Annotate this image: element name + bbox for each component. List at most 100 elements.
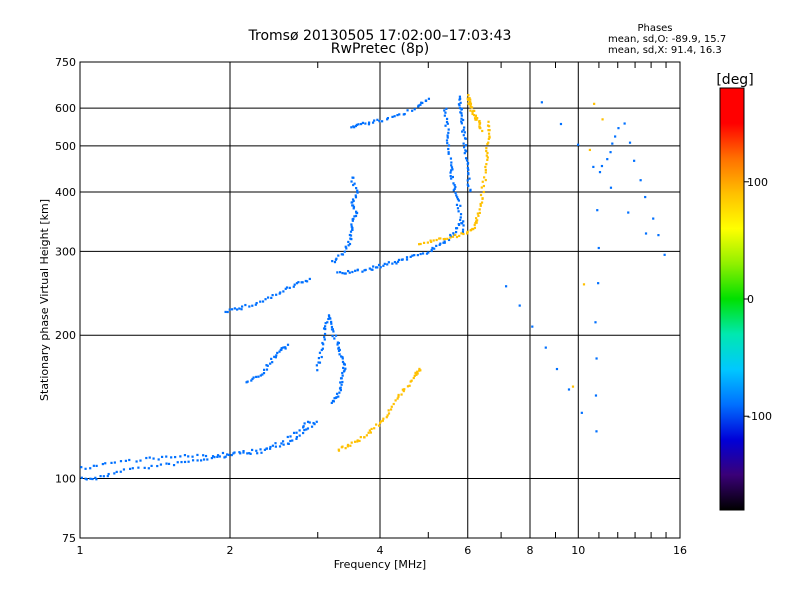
data-point xyxy=(386,414,389,417)
data-point xyxy=(446,136,449,139)
data-point xyxy=(337,448,340,451)
data-point xyxy=(352,207,355,210)
data-point xyxy=(85,478,88,481)
data-point xyxy=(469,100,472,104)
data-point xyxy=(355,210,358,213)
data-point xyxy=(418,367,421,371)
data-point xyxy=(336,343,339,346)
data-point xyxy=(236,308,239,311)
x-tick-label-4: 4 xyxy=(377,544,384,557)
data-point xyxy=(327,314,331,317)
data-point xyxy=(455,203,459,206)
data-point xyxy=(405,258,409,261)
data-point xyxy=(470,228,473,232)
data-point xyxy=(418,369,421,372)
data-point xyxy=(471,110,474,113)
data-point xyxy=(452,182,455,185)
data-point xyxy=(251,448,254,452)
data-point xyxy=(477,214,480,217)
data-point xyxy=(333,397,336,400)
data-point xyxy=(486,158,489,162)
data-point xyxy=(457,199,460,202)
data-point xyxy=(431,246,434,250)
data-point xyxy=(226,453,229,456)
data-point xyxy=(370,427,373,431)
data-point xyxy=(467,94,470,97)
data-point xyxy=(488,135,491,138)
data-point xyxy=(331,259,334,263)
data-point xyxy=(354,194,357,197)
data-point xyxy=(101,462,104,466)
data-point xyxy=(463,126,466,129)
data-point xyxy=(265,364,268,367)
data-point xyxy=(351,204,354,207)
data-point xyxy=(355,123,358,126)
data-point xyxy=(609,151,612,154)
data-point xyxy=(469,109,472,112)
data-point xyxy=(361,121,364,124)
data-point xyxy=(368,429,371,432)
colorbar-gradient xyxy=(719,87,745,511)
data-point xyxy=(295,437,298,440)
data-point xyxy=(302,425,305,428)
data-point xyxy=(278,445,282,448)
y-tick-label-600: 600 xyxy=(55,102,76,115)
data-point xyxy=(282,290,285,293)
data-point xyxy=(302,431,305,435)
data-point xyxy=(466,166,469,170)
data-point xyxy=(451,235,455,238)
data-point xyxy=(240,308,243,311)
data-point xyxy=(224,310,227,314)
data-point xyxy=(239,452,242,455)
data-point xyxy=(462,142,465,145)
data-point xyxy=(609,186,613,189)
data-point xyxy=(356,440,359,443)
data-point xyxy=(472,227,475,231)
data-point xyxy=(251,377,254,381)
phases-o-line: mean, sd,O: -89.9, 15.7 xyxy=(608,34,726,45)
data-point xyxy=(119,460,123,463)
data-point xyxy=(271,444,274,447)
data-point xyxy=(288,286,291,289)
data-point xyxy=(657,234,660,237)
data-point xyxy=(485,149,488,153)
data-point xyxy=(462,146,466,149)
data-point xyxy=(462,220,465,223)
data-point xyxy=(232,452,235,455)
data-point xyxy=(180,460,183,464)
data-point xyxy=(453,184,456,187)
colorbar-tick-label--100: -100 xyxy=(747,410,772,423)
data-point xyxy=(456,207,460,210)
data-point xyxy=(346,445,349,448)
data-point xyxy=(259,374,262,377)
data-point xyxy=(326,321,329,324)
data-point xyxy=(484,171,487,174)
data-point xyxy=(465,150,468,153)
data-point xyxy=(339,386,342,389)
data-point xyxy=(379,420,383,423)
data-point xyxy=(275,354,278,357)
data-point xyxy=(351,198,355,201)
data-point xyxy=(221,451,225,455)
data-point xyxy=(466,183,469,186)
data-point xyxy=(390,405,393,408)
x-axis-label: Frequency [MHz] xyxy=(334,558,426,571)
data-point xyxy=(467,98,470,102)
data-point xyxy=(318,361,322,364)
data-point xyxy=(475,217,478,220)
data-point xyxy=(286,343,290,346)
data-point xyxy=(456,198,460,201)
data-point xyxy=(238,451,241,454)
data-point xyxy=(457,210,460,213)
data-point xyxy=(260,451,263,454)
data-point xyxy=(302,426,305,429)
data-point xyxy=(360,122,363,126)
data-point xyxy=(460,112,463,115)
data-point xyxy=(461,230,465,234)
data-point xyxy=(410,379,413,382)
x-tick-label-1: 1 xyxy=(77,544,84,557)
data-point xyxy=(382,417,385,420)
data-point xyxy=(252,376,255,379)
data-point xyxy=(376,266,379,269)
